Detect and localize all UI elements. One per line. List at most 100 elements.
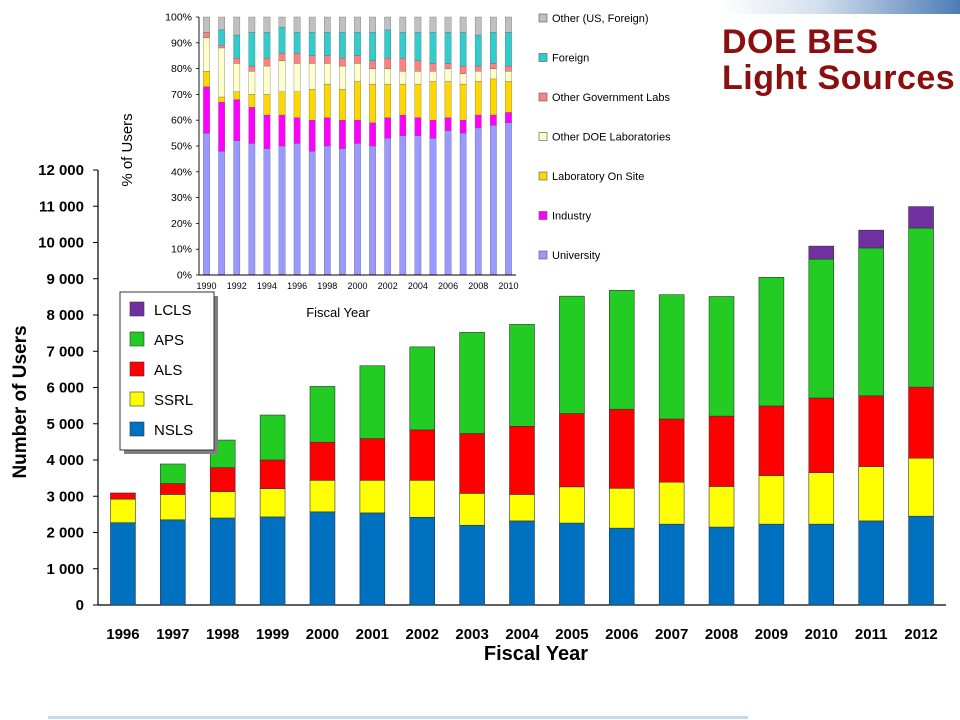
bar-segment-ssrl-2009	[758, 475, 785, 525]
bar-segment-ssrl-2006	[608, 487, 635, 529]
inset-bar-segment	[490, 114, 497, 126]
inset-bar-segment	[444, 16, 452, 33]
inset-bar-segment	[293, 32, 301, 54]
bar-segment-aps-2006	[608, 290, 635, 410]
inset-bar-segment	[459, 83, 467, 121]
bar-segment-aps-2009	[758, 276, 785, 407]
y-tick-label: 1 000	[46, 561, 84, 578]
inset-bar-segment	[233, 16, 241, 36]
bar-segment-nsls-2007	[658, 523, 685, 606]
inset-bar-segment	[505, 32, 512, 67]
inset-bar-segment	[218, 47, 225, 98]
inset-bar-segment	[474, 114, 482, 129]
title-line-1: DOE BES	[722, 23, 879, 61]
bar-segment-ssrl-2012	[908, 457, 934, 517]
bar-segment-aps-2005	[559, 295, 585, 414]
x-tick-label: 1998	[206, 626, 239, 643]
inset-bar-segment	[248, 32, 256, 67]
inset-bar-segment	[278, 27, 286, 54]
inset-bar-segment	[278, 91, 286, 116]
legend-label-als: ALS	[154, 362, 182, 379]
inset-bar-segment	[278, 52, 286, 62]
inset-bar-segment	[474, 16, 482, 36]
y-tick-label: 10 000	[38, 235, 84, 252]
x-tick-label: 2012	[904, 626, 937, 643]
main-chart: 0 1 000 2 000 3 000 4 000 5 000 6 000 7 000 8 00…	[10, 162, 946, 665]
inset-bar-segment	[505, 65, 512, 72]
inset-bar-segment	[384, 83, 392, 118]
inset-legend-label: Other DOE Laboratories	[552, 132, 671, 144]
inset-bar-segment	[459, 120, 467, 134]
inset-bar-segment	[248, 71, 256, 95]
bar-segment-aps-1997	[160, 463, 186, 484]
bar-segment-ssrl-2007	[658, 481, 685, 525]
bar-segment-ssrl-2000	[309, 479, 336, 513]
inset-bar-segment	[369, 60, 376, 69]
y-tick-label: 7 000	[46, 343, 84, 360]
inset-bar-segment	[429, 32, 437, 64]
inset-legend-label: Foreign	[552, 53, 589, 65]
y-tick-label: 2 000	[46, 525, 84, 542]
inset-legend-label: University	[552, 250, 601, 262]
inset-bar-segment	[263, 58, 271, 67]
inset-y-tick-label: 0%	[177, 270, 192, 282]
inset-bar-segment	[399, 114, 407, 136]
x-tick-label: 1996	[106, 626, 139, 643]
bar-segment-lcls-2010	[808, 245, 835, 260]
inset-bar-segment	[308, 89, 316, 121]
legend-label-nsls: NSLS	[154, 422, 193, 439]
bar-segment-ssrl-1999	[259, 488, 286, 518]
inset-bar-segment	[354, 16, 361, 33]
inset-bar-segment	[459, 16, 467, 33]
bar-segment-als-2000	[309, 441, 336, 481]
bar-segment-lcls-2011	[858, 229, 884, 249]
inset-x-axis-title: Fiscal Year	[306, 305, 370, 320]
inset-bar-segment	[444, 130, 452, 276]
bar-segment-nsls-2010	[808, 523, 835, 606]
bar-segment-aps-2010	[808, 258, 835, 399]
inset-y-tick-label: 80%	[171, 63, 192, 75]
x-tick-label: 1999	[256, 626, 289, 643]
inset-bar-segment	[505, 81, 512, 113]
legend-swatch-als	[129, 361, 145, 377]
x-tick-label: 1997	[156, 626, 189, 643]
x-tick-label: 2006	[605, 626, 638, 643]
inset-bar-segment	[233, 91, 241, 100]
inset-bar-segment	[218, 151, 225, 276]
inset-bar-segment	[354, 81, 361, 121]
bar-segment-nsls-2009	[758, 523, 785, 606]
inset-bar-segment	[263, 16, 271, 33]
inset-bar-segment	[203, 71, 210, 87]
inset-y-tick-label: 20%	[171, 218, 192, 230]
inset-bar-segment	[293, 52, 301, 64]
inset-legend-swatch	[538, 211, 548, 220]
inset-bar-segment	[278, 60, 286, 92]
inset-x-tick-label: 1996	[287, 281, 307, 291]
inset-bar-segment	[323, 145, 331, 276]
inset-bar-segment	[490, 68, 497, 80]
inset-y-tick-label: 90%	[171, 37, 192, 49]
bar-segment-aps-2011	[858, 247, 884, 397]
legend-swatch-aps	[129, 331, 145, 347]
bar-segment-aps-1999	[259, 414, 286, 461]
inset-bar-segment	[384, 68, 392, 85]
bar-segment-als-2008	[708, 415, 735, 487]
inset-bar-segment	[293, 117, 301, 144]
inset-bar-segment	[308, 55, 316, 64]
inset-x-tick-label: 2002	[378, 281, 398, 291]
inset-bar-segment	[263, 32, 271, 59]
bar-segment-ssrl-1997	[160, 494, 186, 521]
inset-bar-segment	[429, 120, 437, 139]
inset-bar-segment	[278, 16, 286, 28]
inset-bar-segment	[459, 65, 467, 74]
bar-segment-als-2004	[509, 425, 535, 495]
y-tick-label: 5 000	[46, 416, 84, 433]
inset-bar-segment	[354, 32, 361, 56]
bar-segment-als-1997	[160, 483, 186, 495]
inset-bar-segment	[233, 58, 241, 64]
bar-segment-als-2006	[608, 408, 635, 489]
inset-bar-segment	[505, 122, 512, 276]
legend-label-aps: APS	[154, 332, 184, 349]
inset-bar-segment	[474, 65, 482, 72]
